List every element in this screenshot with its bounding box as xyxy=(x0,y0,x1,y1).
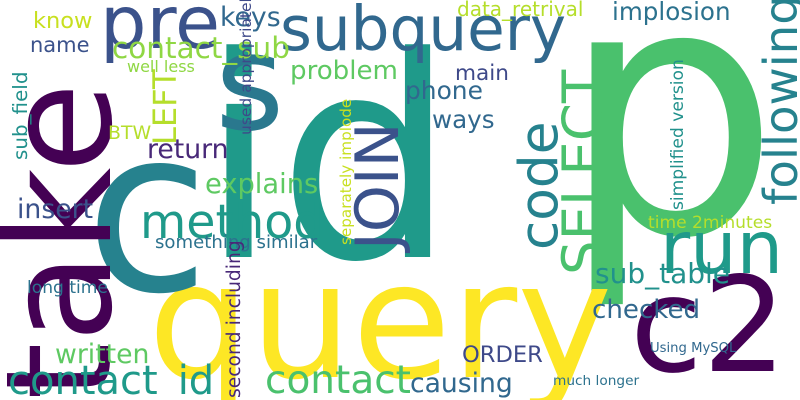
word-written: written xyxy=(55,339,150,371)
word-query: query xyxy=(148,227,613,400)
word-s: s xyxy=(215,5,285,161)
word-select: SELECT xyxy=(550,69,615,275)
word-sub-field: sub_field xyxy=(8,71,32,160)
word-id: id xyxy=(200,0,456,324)
word-ways: ways xyxy=(432,104,495,134)
word-p: p xyxy=(560,0,781,315)
word-explains: explains xyxy=(205,169,319,200)
word-phone: phone xyxy=(405,76,483,106)
word-return: return xyxy=(147,134,229,166)
word-join: JOIN xyxy=(342,122,413,251)
word-long-time: long time xyxy=(27,277,108,298)
word-contact: contact xyxy=(265,358,411,400)
word-subquery: subquery xyxy=(280,0,567,65)
word-order: ORDER xyxy=(462,341,543,368)
word-following: following xyxy=(755,0,800,205)
word-separately-implode: separately implode xyxy=(337,98,356,245)
word-pre: pre xyxy=(100,0,221,67)
word-c: c xyxy=(85,81,210,345)
word-c2: c2 xyxy=(630,248,787,400)
word-using-mysql: Using MySQL xyxy=(650,340,737,356)
word-run: run xyxy=(660,206,784,292)
word-btw: BTW xyxy=(108,121,152,144)
word-main: main xyxy=(455,61,509,87)
word-much-longer: much longer xyxy=(553,373,640,390)
word-second-including: second including xyxy=(223,240,245,398)
word-implosion: implosion xyxy=(612,0,731,27)
word-sub-table: sub_table xyxy=(595,256,731,290)
word-know: know xyxy=(33,7,93,34)
word-method: method xyxy=(140,194,324,250)
word-problem: problem xyxy=(290,56,398,87)
word-causing: causing xyxy=(410,368,513,400)
word-checked: checked xyxy=(592,294,701,325)
word-keys: keys xyxy=(220,2,281,34)
word-insert: insert xyxy=(17,194,94,226)
word-contact-id: contact_id xyxy=(8,358,215,400)
word-data-retrival: data_retrival xyxy=(457,0,584,21)
word-something-similar: something similar xyxy=(155,232,318,254)
word-simplified-version: simplified version xyxy=(668,59,689,210)
word-time-2minutes: time 2minutes xyxy=(648,212,773,233)
word-used-appropriately: used appropriately xyxy=(237,0,256,135)
word-well-less: well less xyxy=(127,57,195,77)
word-contact-sub: contact_sub xyxy=(112,31,290,66)
word-name: name xyxy=(30,32,90,57)
